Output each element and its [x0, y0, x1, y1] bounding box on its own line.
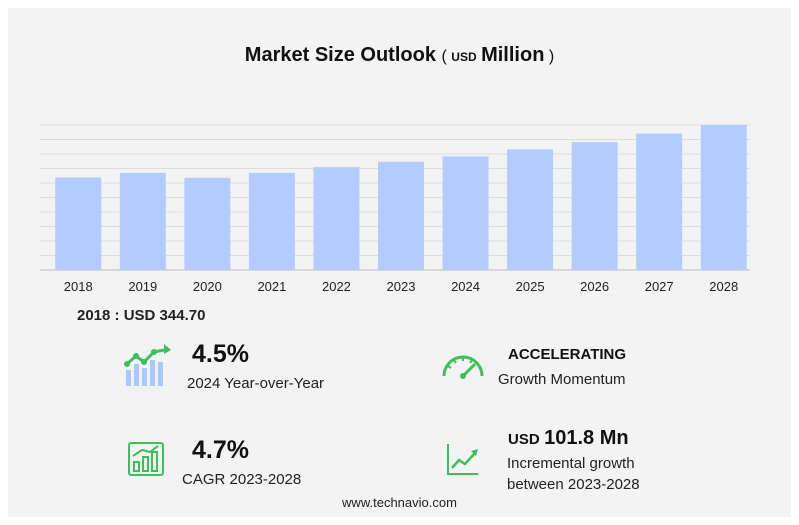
x-tick-label: 2026 [580, 279, 609, 294]
incremental-prefix: USD [508, 431, 540, 448]
bar-2024 [442, 156, 489, 270]
bar-2018 [55, 177, 102, 270]
x-tick-label: 2020 [193, 279, 222, 294]
x-tick-label: 2023 [387, 279, 416, 294]
x-tick-label: 2025 [516, 279, 545, 294]
title-main: Market Size Outlook [244, 44, 436, 66]
title-unit: ( USD Million ) [441, 44, 555, 66]
x-tick-label: 2019 [128, 279, 157, 294]
bar-chart: 2018 2019 2020 2021 2022 2023 2024 2025 2026 2027… [40, 124, 750, 294]
incremental-line1: Incremental growth [507, 455, 635, 472]
trend-line-icon [447, 444, 478, 475]
momentum-title: ACCELERATING [508, 346, 627, 363]
yoy-value: 4.5% [192, 340, 249, 368]
bar-2023 [378, 161, 424, 270]
x-tick-label: 2027 [645, 279, 674, 294]
paren-open: ( [441, 48, 447, 65]
bar-2021 [248, 172, 295, 270]
incremental-value: USD 101.8 Mn [508, 427, 629, 450]
growth-chart-icon [124, 344, 171, 386]
bar-2022 [313, 167, 360, 270]
bar-2028 [700, 125, 747, 270]
source-footer: www.technavio.com [342, 495, 457, 510]
chart-title: Market Size Outlook ( USD Million ) [0, 44, 799, 67]
cagr-value: 4.7% [192, 436, 249, 464]
cagr-label: CAGR 2023-2028 [182, 471, 302, 488]
x-tick-label: 2018 [64, 279, 93, 294]
x-tick-label: 2028 [709, 279, 738, 294]
bar-2019 [119, 172, 166, 270]
unit-label: Million [481, 44, 545, 66]
bar-2026 [571, 142, 618, 270]
incremental-line2: between 2023-2028 [507, 476, 640, 493]
momentum-label: Growth Momentum [498, 371, 626, 388]
speedometer-icon [442, 355, 484, 379]
bar-2027 [636, 133, 683, 270]
base-year-value: 2018 : USD 344.70 [77, 307, 206, 324]
x-tick-label: 2022 [322, 279, 351, 294]
yoy-label: 2024 Year-over-Year [187, 375, 325, 392]
bar-2020 [184, 177, 231, 270]
paren-close: ) [548, 48, 555, 65]
x-tick-label: 2021 [257, 279, 286, 294]
unit-small: USD [451, 50, 477, 64]
incremental-amount: 101.8 Mn [544, 427, 629, 449]
x-tick-label: 2024 [451, 279, 480, 294]
bar-2025 [507, 149, 554, 270]
bar-growth-icon [128, 442, 164, 476]
